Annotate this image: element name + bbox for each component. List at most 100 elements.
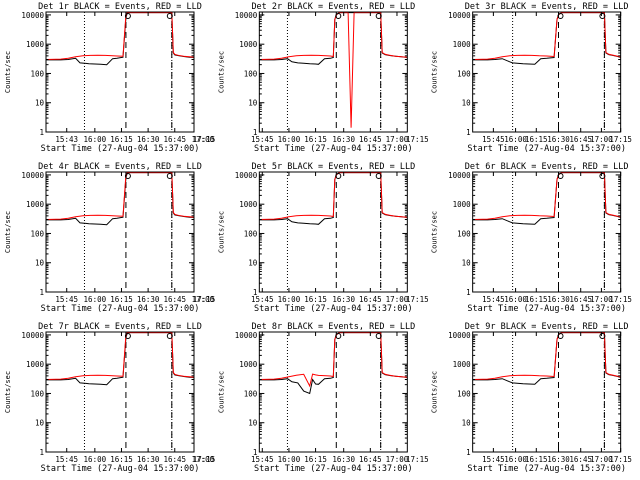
x-tick-label: 17:00	[192, 135, 215, 144]
panel-title: Det 7r BLACK = Events, RED = LLD	[38, 322, 202, 332]
y-tick-label: 10	[248, 259, 258, 268]
plot-frame	[45, 11, 195, 133]
saturation-marker	[166, 13, 173, 19]
x-tick-label: 15:45	[55, 455, 78, 464]
chart-panel-8: Det 8r BLACK = Events, RED = LLD 1 10 100 10…	[217, 322, 428, 474]
x-tick-label: 16:00	[504, 135, 527, 144]
x-tick-label: 16:15	[525, 135, 548, 144]
panel-title: Det 4r BLACK = Events, RED = LLD	[38, 162, 202, 172]
y-axis-label: Counts/sec	[4, 371, 12, 413]
x-tick-label: 17:00	[192, 455, 215, 464]
y-tick-label: 1000	[26, 360, 45, 369]
x-axis-label: Start Time (27-Aug-04 15:37:00)	[254, 144, 413, 154]
series-line-lld	[472, 172, 621, 220]
x-tick-label: 17:15	[193, 295, 216, 304]
y-tick-label: 100	[30, 229, 44, 238]
saturation-marker	[375, 173, 382, 179]
x-tick-label: 17:15	[609, 455, 632, 464]
x-axis-label: Start Time (27-Aug-04 15:37:00)	[41, 144, 200, 154]
y-axis-label: Counts/sec	[4, 211, 12, 253]
x-axis-label: Start Time (27-Aug-04 15:37:00)	[254, 464, 413, 474]
x-tick-label: 16:00	[278, 135, 301, 144]
x-tick-label: 17:15	[406, 135, 429, 144]
series-line-lld	[46, 172, 194, 220]
x-tick-label: 17:00	[192, 295, 215, 304]
y-tick-label: 10000	[21, 11, 44, 20]
x-tick-label: 16:45	[359, 455, 382, 464]
x-tick-label: 17:00	[590, 455, 613, 464]
panel-title: Det 6r BLACK = Events, RED = LLD	[465, 162, 629, 172]
x-tick-label: 16:00	[504, 455, 527, 464]
saturation-marker	[335, 333, 342, 339]
chart-panel-3: Det 3r BLACK = Events, RED = LLD 1 10 100 10…	[431, 2, 632, 154]
y-axis-label: Counts/sec	[4, 51, 12, 93]
y-tick-label: 1	[466, 128, 471, 137]
panel-title: Det 3r BLACK = Events, RED = LLD	[465, 2, 629, 12]
chart-panel-1: Det 1r BLACK = Events, RED = LLD 1 10 100 10…	[4, 2, 215, 154]
x-tick-label: 16:00	[84, 455, 107, 464]
chart-panel-7: Det 7r BLACK = Events, RED = LLD 1 10 100 10…	[4, 322, 215, 474]
y-axis-label: Counts/sec	[431, 51, 439, 93]
y-tick-label: 10000	[235, 171, 258, 180]
x-tick-label: 17:15	[406, 455, 429, 464]
x-tick-label: 16:45	[163, 455, 186, 464]
saturation-marker	[166, 333, 173, 339]
x-tick-label: 15:45	[482, 135, 505, 144]
x-tick-label: 16:45	[569, 455, 592, 464]
y-tick-label: 1	[253, 448, 258, 457]
x-tick-label: 16:15	[304, 295, 327, 304]
x-tick-label: 17:15	[609, 135, 632, 144]
y-tick-label: 10	[462, 419, 472, 428]
saturation-marker	[375, 13, 382, 19]
y-tick-label: 1000	[239, 200, 258, 209]
y-tick-label: 1000	[453, 40, 472, 49]
y-axis-label: Counts/sec	[431, 371, 439, 413]
y-tick-label: 10000	[448, 171, 471, 180]
x-tick-label: 16:30	[547, 135, 570, 144]
x-tick-label: 16:30	[332, 455, 355, 464]
x-tick-label: 17:15	[406, 295, 429, 304]
plot-frame	[472, 331, 622, 453]
y-tick-label: 10	[462, 259, 472, 268]
y-tick-label: 1000	[239, 40, 258, 49]
plot-frame	[45, 171, 195, 293]
y-tick-label: 10000	[448, 331, 471, 340]
series-line-events	[472, 172, 621, 225]
y-tick-label: 10	[35, 99, 45, 108]
x-tick-label: 15:45	[55, 295, 78, 304]
x-tick-label: 17:00	[590, 295, 613, 304]
y-tick-label: 1	[466, 288, 471, 297]
panel-title: Det 2r BLACK = Events, RED = LLD	[251, 2, 415, 12]
x-tick-label: 16:45	[359, 295, 382, 304]
y-tick-label: 1000	[239, 360, 258, 369]
plot-frame	[258, 331, 408, 453]
x-axis-label: Start Time (27-Aug-04 15:37:00)	[41, 304, 200, 314]
x-tick-label: 17:00	[386, 135, 409, 144]
y-tick-label: 1000	[453, 360, 472, 369]
x-axis-label: Start Time (27-Aug-04 15:37:00)	[254, 304, 413, 314]
y-tick-label: 100	[244, 389, 258, 398]
x-tick-label: 17:00	[590, 135, 613, 144]
x-tick-label: 16:15	[304, 135, 327, 144]
x-tick-label: 16:15	[525, 455, 548, 464]
y-tick-label: 1	[253, 128, 258, 137]
panel-title: Det 5r BLACK = Events, RED = LLD	[251, 162, 415, 172]
x-tick-label: 16:00	[278, 295, 301, 304]
plot-frame	[45, 331, 195, 453]
x-tick-label: 16:45	[163, 135, 186, 144]
x-tick-label: 16:45	[359, 135, 382, 144]
y-tick-label: 100	[457, 69, 471, 78]
x-tick-label: 15:45	[251, 455, 274, 464]
y-tick-label: 10000	[235, 11, 258, 20]
x-tick-label: 16:30	[137, 455, 160, 464]
series-line-events	[472, 12, 621, 65]
y-tick-label: 1	[39, 128, 44, 137]
panel-title: Det 8r BLACK = Events, RED = LLD	[251, 322, 415, 332]
plot-frame	[472, 11, 622, 133]
y-tick-label: 1000	[26, 200, 45, 209]
y-tick-label: 10000	[21, 331, 44, 340]
saturation-marker	[124, 173, 131, 179]
x-tick-label: 16:30	[332, 295, 355, 304]
saturation-marker	[375, 333, 382, 339]
